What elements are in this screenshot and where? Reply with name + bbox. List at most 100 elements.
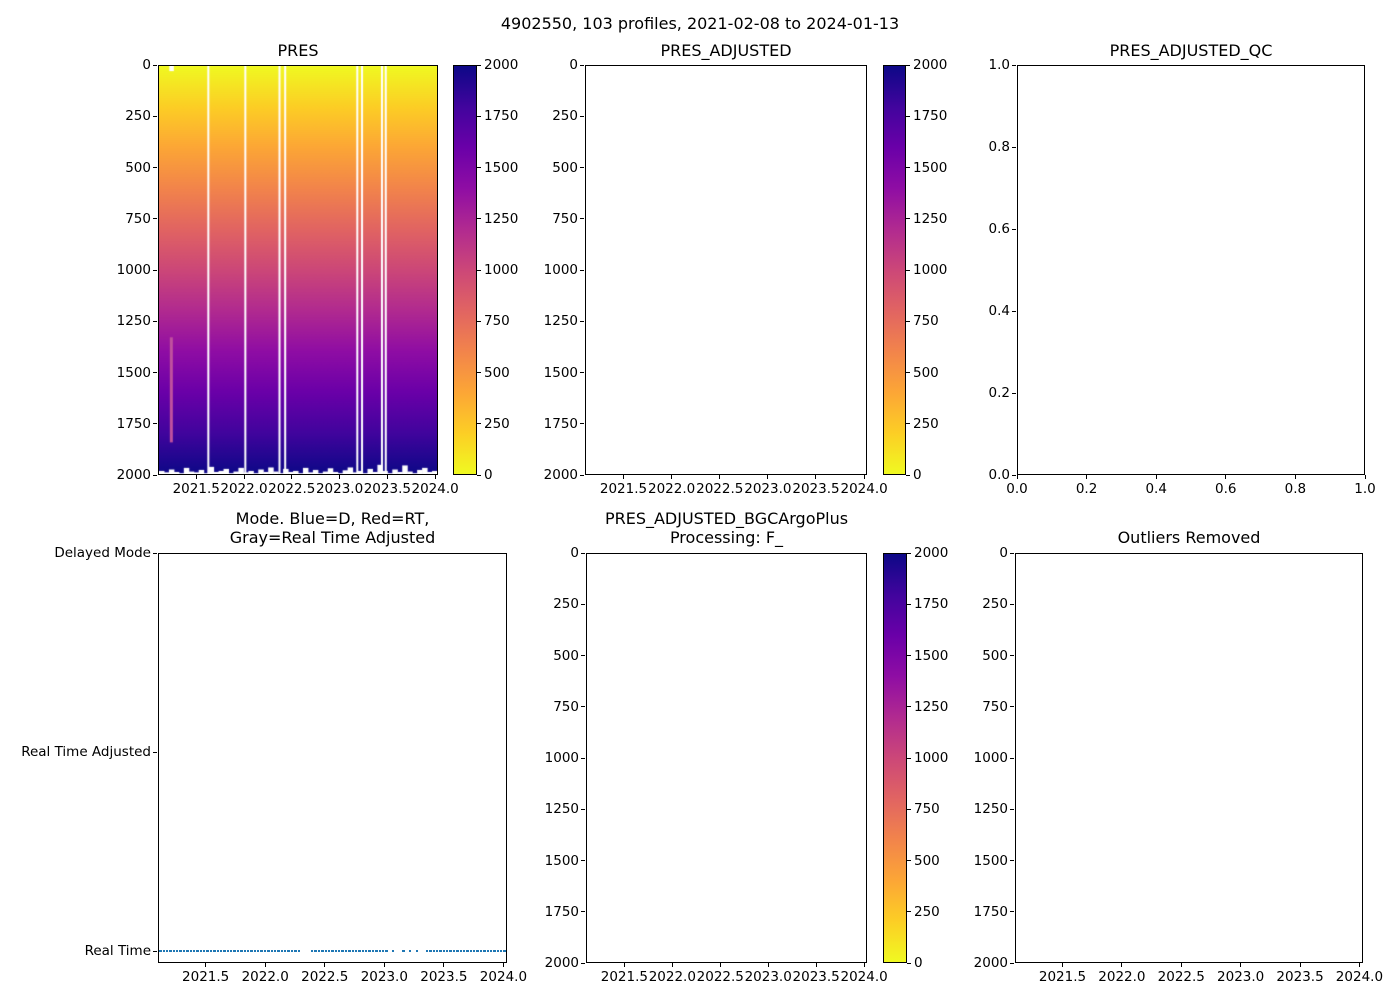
mode-point <box>392 949 395 953</box>
pres_adjusted-colorbar-tick-label: 1000 <box>913 262 948 278</box>
pres-y-tick <box>153 167 157 168</box>
mode-point <box>432 949 435 953</box>
pres_adjusted-x-tick-label: 2021.5 <box>599 481 648 497</box>
mode-point <box>446 949 449 953</box>
bgc-colorbar-tick-label: 500 <box>914 852 940 869</box>
mode-point <box>479 949 483 953</box>
mode-x-tick-label: 2024.0 <box>479 969 528 985</box>
bgc-colorbar-tick-label: 0 <box>914 955 923 971</box>
mode-x-tick <box>205 963 207 967</box>
mode-point <box>233 949 236 953</box>
pres-colorbar-tick <box>477 372 481 373</box>
bgc-plot-area <box>586 553 867 963</box>
qc-x-tick-label: 0.6 <box>1215 481 1237 497</box>
outliers-y-tick-label: 750 <box>982 698 1008 715</box>
outliers-x-tick <box>1062 963 1063 967</box>
bgc-title-line1: PRES_ADJUSTED_BGCArgoPlus <box>604 509 849 528</box>
mode-point <box>327 949 331 953</box>
qc-y-tick-label: 0.0 <box>988 467 1010 483</box>
bgc-x-tick <box>623 963 625 967</box>
qc-x-tick <box>1155 475 1157 479</box>
outliers-x-tick <box>1299 963 1301 967</box>
bgc-y-tick <box>581 552 585 554</box>
bgc-x-tick-label: 2024.0 <box>840 969 888 985</box>
mode-point <box>435 949 439 953</box>
mode-point <box>365 949 368 953</box>
pres_adjusted-colorbar-tick-label: 1750 <box>913 108 948 125</box>
mode-point <box>459 949 462 953</box>
qc-y-tick <box>1012 228 1016 230</box>
pres-x-tick <box>291 475 293 479</box>
mode-point <box>287 949 290 953</box>
mode-point <box>354 949 358 953</box>
bgc-colorbar-tick <box>907 911 911 913</box>
mode-point <box>263 949 267 953</box>
mode-x-tick <box>264 963 266 967</box>
qc-x-tick-label: 1.0 <box>1354 481 1376 497</box>
bgc-y-tick <box>581 962 585 964</box>
outliers-x-tick-label: 2023.5 <box>1276 969 1324 985</box>
mode-x-tick <box>324 963 326 967</box>
qc-x-tick-label: 0.0 <box>1006 481 1028 497</box>
pres-x-tick-label: 2022.0 <box>220 481 268 497</box>
pres-y-tick <box>153 423 157 425</box>
mode-point <box>159 949 162 953</box>
qc-x-tick <box>1294 475 1296 479</box>
mode-point <box>371 949 375 953</box>
bgc-title-line2: Processing: F_ <box>669 528 784 547</box>
pres-colorbar-tick-label: 500 <box>484 364 510 381</box>
pres-y-tick-label: 1000 <box>116 262 151 278</box>
mode-point <box>358 949 361 953</box>
bgc-y-tick-label: 250 <box>553 596 579 613</box>
mode-point <box>182 949 186 953</box>
mode-point <box>203 949 206 953</box>
pres_adjusted-y-tick <box>580 64 584 66</box>
bgc-x-tick-label: 2021.5 <box>600 969 648 985</box>
mode-point <box>219 949 223 953</box>
pres-y-tick-label: 500 <box>125 159 151 176</box>
pres_adjusted-y-tick-label: 1000 <box>543 262 578 278</box>
pres_adjusted-colorbar-tick <box>906 372 910 373</box>
pres-colorbar-tick <box>477 474 481 476</box>
mode-x-tick-label: 2022.5 <box>301 969 349 985</box>
bgc-y-tick-label: 750 <box>553 698 579 715</box>
pres-colorbar-tick-label: 2000 <box>484 57 519 73</box>
outliers-y-tick-label: 500 <box>982 647 1008 664</box>
mode-point <box>260 949 263 953</box>
mode-point <box>257 949 260 953</box>
bgc-colorbar-tick-label: 1250 <box>914 698 949 715</box>
pres_adjusted-y-tick <box>580 474 584 476</box>
mode-point <box>284 949 287 953</box>
mode-point <box>496 949 500 953</box>
mode-point <box>186 949 189 953</box>
outliers-y-tick-label: 1500 <box>973 852 1008 869</box>
mode-point <box>162 949 165 953</box>
pres-adjusted-qc-title: PRES_ADJUSTED_QC <box>1109 41 1273 60</box>
mode-point <box>270 949 273 953</box>
qc-y-tick-label: 0.6 <box>988 221 1010 237</box>
bgc-y-tick <box>581 911 585 913</box>
bgc-colorbar-tick <box>907 860 911 861</box>
outliers-y-tick-label: 1000 <box>973 750 1008 766</box>
outliers-title: Outliers Removed <box>1117 528 1261 547</box>
outliers-y-tick <box>1010 860 1014 861</box>
pres_adjusted-y-tick <box>580 167 584 168</box>
mode-point <box>493 949 496 953</box>
pres-x-tick-label: 2021.5 <box>172 481 220 497</box>
mode-point <box>341 949 344 953</box>
pres-x-tick <box>243 475 245 479</box>
mode-point <box>368 949 371 953</box>
bgc-x-tick-label: 2023.0 <box>744 969 792 985</box>
mode-point <box>456 949 459 953</box>
mode-point <box>317 949 321 953</box>
pres_adjusted-colorbar-tick-label: 0 <box>913 467 922 483</box>
mode-point <box>361 949 365 953</box>
pres-y-tick <box>153 320 157 322</box>
bgc-y-tick-label: 1500 <box>544 852 579 869</box>
qc-y-tick <box>1012 310 1016 312</box>
pres-y-tick-label: 750 <box>125 210 151 227</box>
mode-point <box>280 949 284 953</box>
mode-point <box>246 949 250 953</box>
pres_adjusted-y-tick-label: 0 <box>569 57 578 73</box>
mode-point <box>294 949 297 953</box>
